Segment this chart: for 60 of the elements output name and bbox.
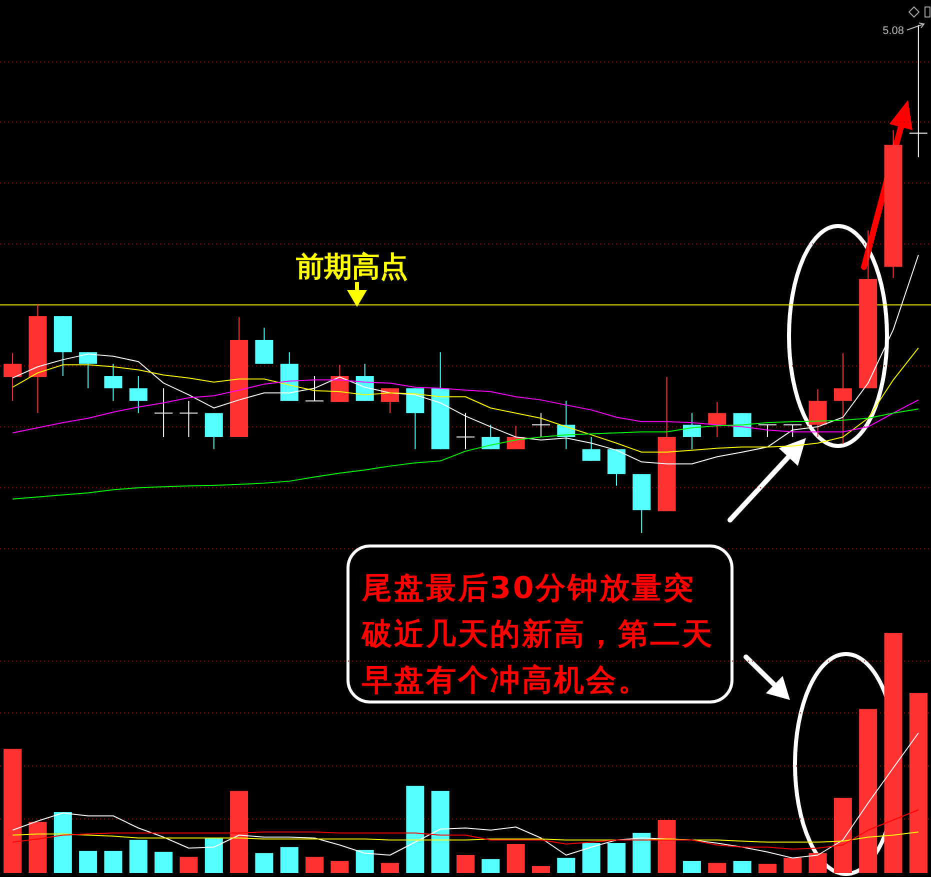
bar: [557, 858, 576, 873]
bar: [28, 822, 47, 873]
bar: [54, 812, 72, 873]
bar: [104, 850, 122, 873]
annotation: 前期高点: [295, 250, 408, 283]
bar: [632, 832, 651, 873]
bar: [204, 838, 223, 873]
bar: [682, 861, 701, 873]
candlestick: [104, 363, 122, 402]
annotation: 尾盘最后30分钟放量突破近几天的新高，第二天早盘有个冲高机会。: [361, 571, 714, 698]
candlestick: [79, 352, 98, 389]
candlestick: [456, 412, 474, 450]
bar: [406, 786, 424, 873]
bar: [607, 843, 626, 873]
bar: [884, 633, 902, 873]
bar: [381, 862, 400, 873]
candlestick: [129, 376, 148, 414]
bar: [909, 693, 928, 873]
bar: [456, 855, 474, 873]
candlestick: [808, 388, 827, 438]
candlestick: [306, 376, 324, 402]
bar: [431, 790, 450, 873]
bar: [859, 709, 878, 873]
bar: [4, 748, 22, 873]
annotation: 5.08: [882, 25, 904, 37]
candlestick: [381, 388, 400, 414]
bar: [129, 840, 148, 873]
bar: [582, 843, 600, 873]
bar: [79, 850, 98, 873]
bar: [784, 858, 802, 873]
candlestick: [708, 401, 726, 438]
bar: [330, 861, 349, 873]
candlestick: [532, 412, 550, 438]
candlestick: [204, 412, 223, 450]
bar: [255, 853, 274, 873]
bar: [834, 798, 852, 873]
candlestick: [4, 352, 22, 402]
candlestick: [255, 327, 274, 364]
candlestick: [834, 352, 852, 445]
bar: [280, 847, 298, 873]
bar: [482, 859, 500, 873]
bar: [808, 853, 827, 873]
candlestick: [909, 24, 928, 158]
candlestick: [682, 412, 701, 450]
candlestick: [784, 424, 802, 438]
candlestick: [154, 388, 173, 438]
bar: [658, 820, 676, 873]
candlestick: [180, 400, 198, 438]
candlestick: [758, 424, 776, 438]
bar: [758, 864, 776, 873]
bar: [733, 861, 752, 873]
candlestick: [582, 436, 600, 462]
bar: [356, 850, 374, 873]
bar: [532, 866, 550, 873]
bar: [230, 790, 248, 873]
bar: [506, 844, 525, 873]
bar: [306, 856, 324, 873]
bar: [708, 862, 726, 873]
bar: [180, 856, 198, 873]
bar: [154, 852, 173, 873]
